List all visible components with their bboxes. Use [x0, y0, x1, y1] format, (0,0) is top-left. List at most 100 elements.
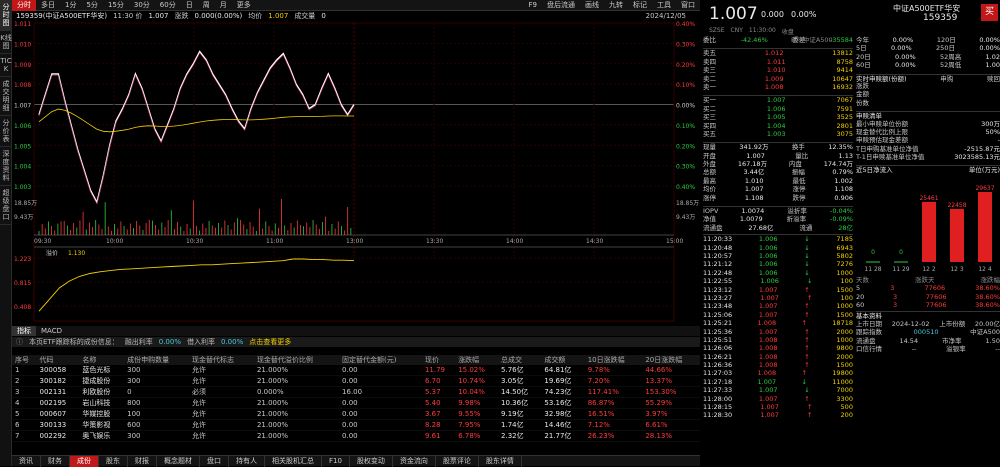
bottom-tab-5[interactable]: 概念题材	[157, 456, 200, 467]
indicator-tab-0[interactable]: 指标	[12, 326, 36, 336]
toolbar-right-5[interactable]: 工具	[652, 0, 676, 11]
quote-cell: ↓	[804, 386, 809, 394]
toolbar-right-4[interactable]: 标记	[628, 0, 652, 11]
table-cell: 21.000%	[254, 431, 339, 442]
bottom-tab-12[interactable]: 股票评论	[436, 456, 479, 467]
col-header-8[interactable]: 涨跌幅	[455, 355, 498, 365]
toolbar-tab-6[interactable]: 60分	[155, 0, 181, 11]
quote-cell: 20	[856, 293, 864, 301]
col-header-2[interactable]: 名称	[79, 355, 124, 365]
col-header-4[interactable]: 现金替代标志	[189, 355, 254, 365]
toolbar-tab-4[interactable]: 15分	[103, 0, 129, 11]
bottom-tab-13[interactable]: 股东详情	[479, 456, 522, 467]
toolbar-right-1[interactable]: 盘后流通	[542, 0, 580, 11]
toolbar-tab-5[interactable]: 30分	[129, 0, 155, 11]
toolbar-tab-2[interactable]: 1分	[60, 0, 81, 11]
quote-cell: 60日	[856, 61, 871, 69]
vtab-4[interactable]: 分价表	[0, 116, 12, 147]
toolbar-tab-7[interactable]: 日	[181, 0, 198, 11]
chart-info-bar: 159359(中证A500ETF华安) 11:30 价 1.007 涨跌 0.0…	[12, 11, 700, 21]
index-code[interactable]: 000510	[914, 328, 939, 336]
quote-cell: 0.00%	[893, 36, 914, 44]
col-header-10[interactable]: 成交额	[541, 355, 584, 365]
quote-cell: 1.008	[759, 344, 778, 352]
bottom-tab-4[interactable]: 财报	[128, 456, 157, 467]
vtab-6[interactable]: 超级盘口	[0, 186, 12, 225]
quote-cell: 120日	[937, 36, 956, 44]
price-axis-label: 1.011	[14, 21, 31, 28]
col-header-1[interactable]: 代码	[37, 355, 80, 365]
toolbar-tab-9[interactable]: 月	[215, 0, 232, 11]
bottom-tab-8[interactable]: 相关股机汇总	[265, 456, 322, 467]
fund-link[interactable]: ETF中证A500	[791, 36, 833, 44]
col-header-7[interactable]: 现价	[422, 355, 455, 365]
vtab-5[interactable]: 深度资料	[0, 147, 12, 186]
vtab-0[interactable]: 分时图	[0, 0, 12, 31]
col-header-0[interactable]: 序号	[12, 355, 37, 365]
view-more-link[interactable]: 点击查看更多	[249, 337, 291, 347]
bottom-tab-1[interactable]: 财务	[41, 456, 70, 467]
bottom-tab-7[interactable]: 持有人	[229, 456, 265, 467]
toolbar-right-3[interactable]: 九转	[604, 0, 628, 11]
bottom-tab-0[interactable]: 资讯	[12, 456, 41, 467]
quote-cell: 200	[841, 411, 853, 419]
pct-axis-label: 0.40%	[676, 184, 695, 191]
col-header-6[interactable]: 固定替代金额(元)	[339, 355, 422, 365]
table-cell: 岩山科技	[79, 398, 124, 409]
toolbar-right-6[interactable]: 窗口	[676, 0, 700, 11]
quote-cell: 开盘	[703, 152, 716, 160]
quote-cell: 1.012	[765, 49, 784, 57]
quote-cell: ↑	[807, 403, 812, 411]
vtab-1[interactable]: K线图	[0, 31, 12, 54]
table-cell: 86.87%	[585, 398, 643, 409]
col-header-12[interactable]: 20日涨跌幅	[642, 355, 700, 365]
col-header-5[interactable]: 现金替代溢价比例	[254, 355, 339, 365]
toolbar-right-0[interactable]: F9	[524, 0, 542, 11]
table-cell: 0.00	[339, 431, 422, 442]
bottom-tab-2[interactable]: 成份	[70, 456, 99, 467]
col-header-9[interactable]: 总成交	[498, 355, 541, 365]
buy-button[interactable]: 买	[981, 4, 998, 21]
quote-cell: 1.009	[765, 75, 784, 83]
bottom-tab-3[interactable]: 股东	[99, 456, 128, 467]
bottom-tab-6[interactable]: 盘口	[200, 456, 229, 467]
toolbar-tab-3[interactable]: 5分	[81, 0, 102, 11]
bottom-tab-9[interactable]: F10	[322, 456, 350, 467]
col-header-11[interactable]: 10日涨跌幅	[585, 355, 643, 365]
quote-cell: 1.008	[758, 319, 777, 327]
indicator-tab-1[interactable]: MACD	[36, 326, 67, 336]
quote-cell: 卖五	[703, 49, 716, 57]
toolbar-tab-10[interactable]: 更多	[232, 0, 256, 11]
quote-cell: 最低	[792, 177, 805, 185]
quote-cell: 11000	[832, 378, 853, 386]
toolbar-tab-1[interactable]: 多日	[36, 0, 60, 11]
wc-value: -35584	[830, 36, 853, 44]
flow-value-label: 29637	[975, 185, 994, 192]
toolbar-tab-0[interactable]: 分时	[12, 0, 36, 11]
vtab-2[interactable]: TICK	[0, 54, 12, 77]
vtab-3[interactable]: 成交明细	[0, 77, 12, 116]
col-header-3[interactable]: 成份申购数量	[124, 355, 189, 365]
toolbar-tab-8[interactable]: 周	[198, 0, 215, 11]
bottom-tab-10[interactable]: 股权变动	[350, 456, 393, 467]
bottom-tab-11[interactable]: 资金流向	[393, 456, 436, 467]
toolbar-right-2[interactable]: 画线	[580, 0, 604, 11]
quote-cell: ↓	[807, 277, 812, 285]
table-cell: 28.13%	[642, 431, 700, 442]
list-date-label: 上市日期	[856, 320, 882, 328]
